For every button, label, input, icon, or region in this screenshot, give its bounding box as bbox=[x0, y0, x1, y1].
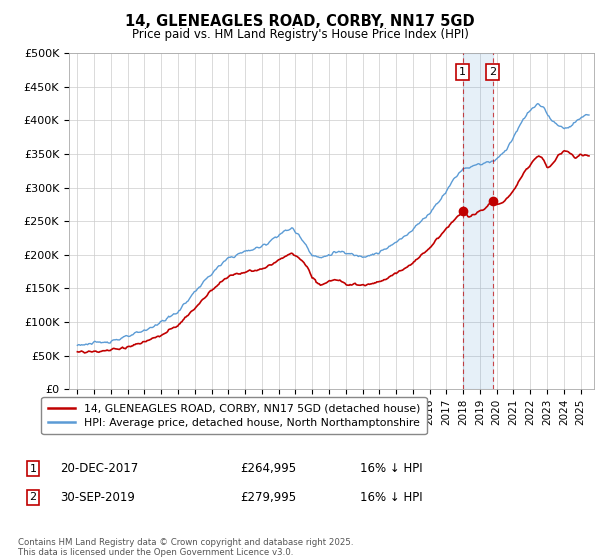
Text: 2: 2 bbox=[29, 492, 37, 502]
Text: 14, GLENEAGLES ROAD, CORBY, NN17 5GD: 14, GLENEAGLES ROAD, CORBY, NN17 5GD bbox=[125, 14, 475, 29]
Text: 16% ↓ HPI: 16% ↓ HPI bbox=[360, 491, 422, 504]
Bar bbox=[463, 53, 493, 389]
Text: Price paid vs. HM Land Registry's House Price Index (HPI): Price paid vs. HM Land Registry's House … bbox=[131, 28, 469, 41]
Text: 20-DEC-2017: 20-DEC-2017 bbox=[60, 462, 138, 475]
Text: 2: 2 bbox=[489, 67, 496, 77]
Legend: 14, GLENEAGLES ROAD, CORBY, NN17 5GD (detached house), HPI: Average price, detac: 14, GLENEAGLES ROAD, CORBY, NN17 5GD (de… bbox=[41, 397, 427, 435]
Text: £264,995: £264,995 bbox=[240, 462, 296, 475]
Text: Contains HM Land Registry data © Crown copyright and database right 2025.
This d: Contains HM Land Registry data © Crown c… bbox=[18, 538, 353, 557]
Text: 16% ↓ HPI: 16% ↓ HPI bbox=[360, 462, 422, 475]
Text: 1: 1 bbox=[29, 464, 37, 474]
Text: £279,995: £279,995 bbox=[240, 491, 296, 504]
Text: 30-SEP-2019: 30-SEP-2019 bbox=[60, 491, 135, 504]
Text: 1: 1 bbox=[459, 67, 466, 77]
